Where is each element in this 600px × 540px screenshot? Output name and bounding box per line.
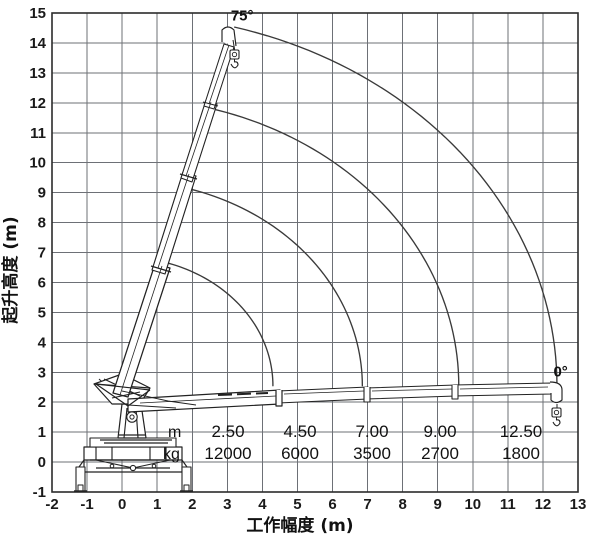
grid-lines bbox=[51, 12, 579, 493]
x-tick-label: 9 bbox=[434, 496, 442, 513]
x-tick-label: 11 bbox=[500, 496, 516, 513]
table-radius-value: 7.00 bbox=[355, 422, 388, 441]
x-tick-label: 2 bbox=[188, 496, 196, 513]
y-tick-label: 10 bbox=[29, 155, 46, 172]
x-axis-tick-labels: -2 -1 0 1 2 3 4 5 6 7 8 9 10 11 12 13 bbox=[45, 496, 586, 513]
table-capacity-value: 12000 bbox=[204, 444, 251, 463]
x-tick-label: 4 bbox=[258, 496, 267, 513]
boom-section-3-arc bbox=[208, 107, 460, 387]
y-tick-label: 2 bbox=[38, 394, 46, 411]
max-elevation-angle: 75° bbox=[231, 7, 254, 24]
x-tick-label: 1 bbox=[153, 496, 161, 513]
load-capacity-table: m kg 2.50 12000 4.50 6000 7.00 3500 9.00 2700 12.5… bbox=[163, 422, 542, 463]
y-tick-label: 13 bbox=[29, 65, 46, 82]
x-axis-title: 工作幅度 (m) bbox=[246, 515, 353, 536]
table-capacity-value: 3500 bbox=[353, 444, 391, 463]
x-tick-label: 13 bbox=[570, 496, 587, 513]
table-capacity-value: 1800 bbox=[502, 444, 540, 463]
y-tick-label: 4 bbox=[38, 334, 47, 351]
boom-section-2-arc bbox=[183, 186, 364, 387]
carrier-chassis bbox=[83, 437, 183, 473]
y-tick-label: 5 bbox=[38, 304, 46, 321]
slewing-column bbox=[117, 403, 147, 439]
y-tick-label: 0 bbox=[38, 454, 46, 471]
y-axis-title: 起升高度 (m) bbox=[0, 216, 21, 324]
y-tick-label: 12 bbox=[29, 95, 46, 112]
y-tick-label: 11 bbox=[30, 125, 46, 142]
y-tick-label: 1 bbox=[38, 424, 46, 441]
boom-linkage bbox=[95, 383, 151, 407]
table-radius-value: 12.50 bbox=[500, 422, 543, 441]
y-tick-label: 15 bbox=[29, 5, 46, 22]
plot-area-border bbox=[51, 12, 579, 493]
hook-block-0 bbox=[551, 404, 562, 427]
hook-block-75 bbox=[229, 39, 240, 69]
x-tick-label: 12 bbox=[535, 496, 552, 513]
y-tick-label: 7 bbox=[38, 245, 46, 262]
x-tick-label: -2 bbox=[45, 496, 58, 513]
table-capacity-value: 2700 bbox=[421, 444, 459, 463]
x-tick-label: 8 bbox=[398, 496, 406, 513]
outrigger-right bbox=[180, 459, 193, 492]
y-tick-label: 9 bbox=[38, 185, 46, 202]
y-tick-label: 6 bbox=[38, 274, 46, 291]
x-tick-label: 10 bbox=[464, 496, 481, 513]
y-tick-label: 8 bbox=[38, 215, 46, 232]
table-radius-value: 9.00 bbox=[423, 422, 456, 441]
working-range-curves bbox=[160, 26, 558, 387]
x-tick-label: 7 bbox=[363, 496, 371, 513]
angle-annotations: 75° 0° bbox=[231, 7, 568, 380]
boom-at-0-degrees bbox=[121, 381, 563, 427]
table-radius-value: 2.50 bbox=[211, 422, 244, 441]
table-capacity-value: 6000 bbox=[281, 444, 319, 463]
x-tick-label: 3 bbox=[223, 496, 231, 513]
x-tick-label: 6 bbox=[328, 496, 336, 513]
x-tick-label: -1 bbox=[80, 496, 93, 513]
boom-section-1-arc bbox=[160, 260, 274, 387]
y-tick-label: 3 bbox=[38, 364, 46, 381]
table-unit-m: m bbox=[168, 424, 181, 441]
y-tick-label: 14 bbox=[29, 35, 46, 52]
crane-machine-drawing bbox=[74, 26, 563, 492]
min-elevation-angle: 0° bbox=[553, 364, 567, 381]
table-radius-value: 4.50 bbox=[283, 422, 316, 441]
x-tick-label: 0 bbox=[118, 496, 126, 513]
boom-at-75-degrees bbox=[112, 26, 240, 398]
x-tick-label: 5 bbox=[293, 496, 301, 513]
outrigger-left bbox=[74, 459, 87, 492]
y-tick-label: -1 bbox=[33, 484, 46, 501]
table-unit-kg: kg bbox=[163, 446, 180, 463]
boom-section-4-arc bbox=[233, 26, 558, 387]
